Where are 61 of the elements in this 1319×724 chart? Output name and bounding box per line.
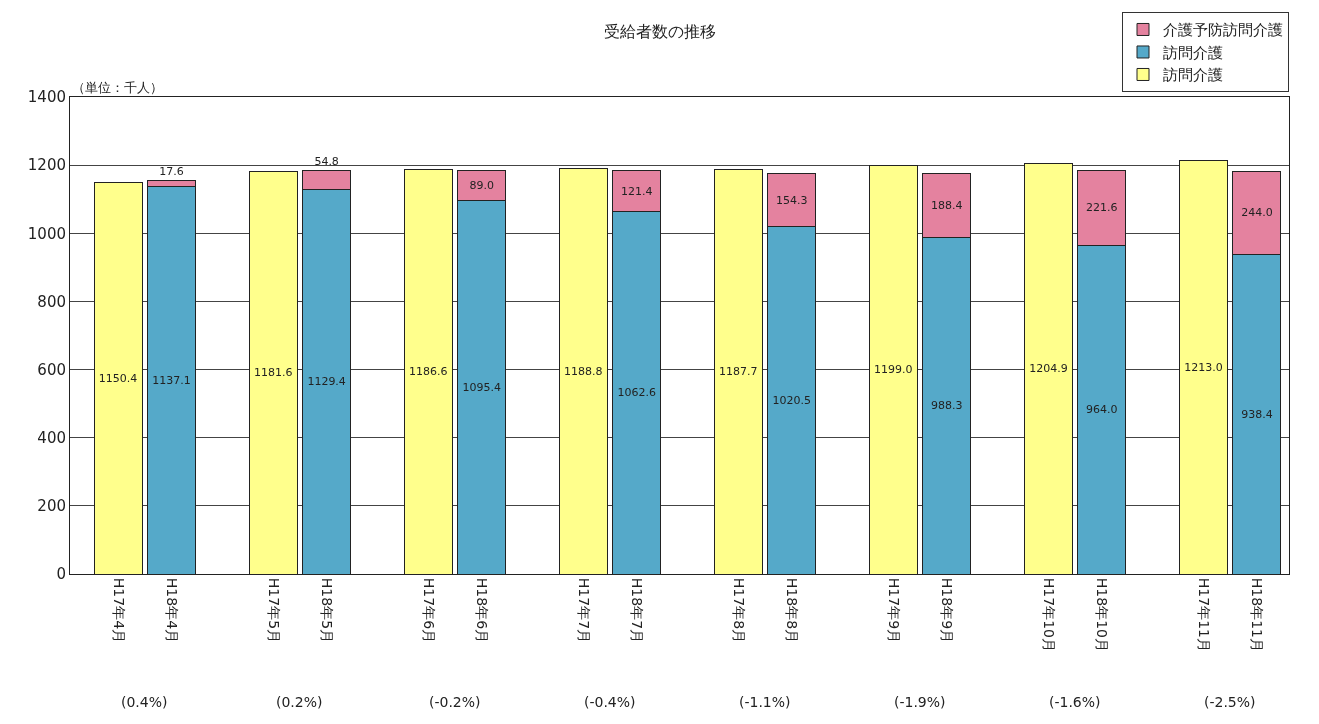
data-label: 1062.6 xyxy=(617,386,656,400)
data-label: 17.6 xyxy=(159,164,184,178)
legend-label: 訪問介護 xyxy=(1163,66,1223,85)
x-tick-label: H17年11月 xyxy=(1195,577,1212,652)
y-tick-label: 0 xyxy=(56,565,66,584)
x-tick-label: H18年5月 xyxy=(319,577,336,644)
data-label: 244.0 xyxy=(1241,206,1273,220)
data-label: 188.4 xyxy=(931,198,963,212)
y-tick-label: 800 xyxy=(37,292,66,311)
x-tick-label: H17年5月 xyxy=(265,577,282,644)
x-tick-label: H18年9月 xyxy=(939,577,956,644)
text: (0.2%) xyxy=(276,694,323,710)
text: (-1.9%) xyxy=(894,694,946,710)
text: (-2.5%) xyxy=(1204,694,1256,710)
text: （単位：千人） xyxy=(72,80,163,95)
y-tick-label: 1400 xyxy=(27,88,66,107)
data-label: 1095.4 xyxy=(462,380,501,394)
data-label: 1020.5 xyxy=(772,393,812,407)
y-tick-label: 200 xyxy=(37,497,66,516)
x-tick-label: H18年11月 xyxy=(1249,577,1266,652)
chart-title: 受給者数の推移 xyxy=(603,21,716,41)
text: (0.4%) xyxy=(121,694,168,710)
data-label: 121.4 xyxy=(620,184,653,198)
data-label: 964.0 xyxy=(1086,403,1118,417)
x-tick-label: H18年10月 xyxy=(1094,577,1111,652)
x-tick-label: H17年4月 xyxy=(110,577,127,644)
x-tick-label: H17年9月 xyxy=(885,577,902,644)
x-tick-label: H18年7月 xyxy=(629,577,646,644)
text: (-0.2%) xyxy=(429,694,481,710)
text: (-0.4%) xyxy=(584,694,636,710)
x-tick-label: H18年6月 xyxy=(474,577,491,644)
data-label: 1186.6 xyxy=(408,365,448,379)
data-label: 1150.4 xyxy=(98,371,138,385)
data-label: 1199.0 xyxy=(874,363,913,377)
data-label: 89.0 xyxy=(469,179,494,193)
y-tick-label: 1000 xyxy=(27,224,66,243)
x-tick-label: H17年6月 xyxy=(420,577,437,644)
text: (-1.6%) xyxy=(1049,694,1101,710)
data-label: 1129.4 xyxy=(307,375,346,389)
x-tick-label: H18年8月 xyxy=(784,577,801,644)
x-tick-label: H17年7月 xyxy=(575,577,592,644)
data-label: 1137.1 xyxy=(152,373,191,387)
x-tick-label: H17年10月 xyxy=(1040,577,1057,652)
data-label: 154.3 xyxy=(776,193,808,207)
y-tick-label: 1200 xyxy=(27,156,66,175)
legend-label: 介護予防訪問介護 xyxy=(1163,21,1283,40)
y-tick-label: 400 xyxy=(37,428,66,447)
text: (-1.1%) xyxy=(739,694,791,710)
x-tick-label: H18年4月 xyxy=(164,577,181,644)
data-label: 221.6 xyxy=(1086,201,1118,215)
data-label: 1187.7 xyxy=(719,365,758,379)
data-label: 1204.9 xyxy=(1029,362,1068,376)
data-label: 1188.8 xyxy=(564,364,603,378)
data-label: 54.8 xyxy=(314,154,339,168)
y-tick-label: 600 xyxy=(37,360,66,379)
data-label: 938.4 xyxy=(1241,407,1273,421)
legend-label: 訪問介護 xyxy=(1163,43,1223,62)
data-label: 1181.6 xyxy=(253,366,293,380)
data-label: 1213.0 xyxy=(1184,360,1223,374)
data-label: 988.3 xyxy=(931,399,963,413)
x-tick-label: H17年8月 xyxy=(730,577,747,644)
